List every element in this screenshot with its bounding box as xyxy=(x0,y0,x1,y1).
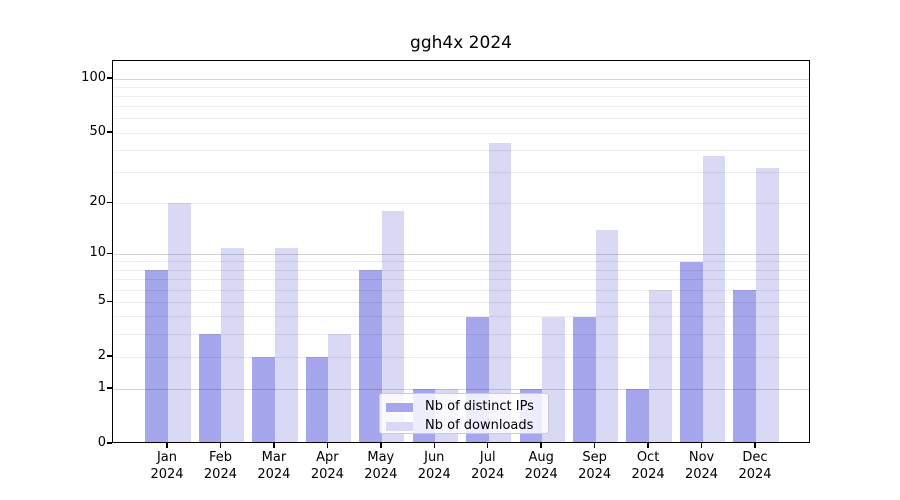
x-tick-label-may: May 2024 xyxy=(364,450,398,482)
grid-layer xyxy=(113,61,809,442)
bar-apr-distinct-ips xyxy=(305,357,329,442)
y-tick-5 xyxy=(107,300,112,303)
bar-sep-downloads xyxy=(595,229,619,442)
y-tick-label-20: 20 xyxy=(89,194,106,210)
gridline-y-1 xyxy=(113,388,809,390)
bar-nov-distinct-ips xyxy=(679,261,703,442)
y-tick-label-2: 2 xyxy=(97,348,106,364)
x-tick-label-aug: Aug 2024 xyxy=(524,450,558,482)
legend-item-downloads: Nb of downloads xyxy=(386,418,542,434)
chart-title: ggh4x 2024 xyxy=(410,33,512,53)
y-tick-20 xyxy=(107,201,112,203)
gridline-y-80 xyxy=(113,96,809,98)
gridline-y-6 xyxy=(113,289,809,291)
y-tick-2 xyxy=(107,355,112,357)
bar-mar-downloads xyxy=(274,247,298,442)
bar-jan-downloads xyxy=(168,203,191,442)
gridline-y-8 xyxy=(113,269,809,271)
bar-dec-distinct-ips xyxy=(733,290,756,442)
gridline-y-2 xyxy=(113,356,809,358)
x-tick-label-jan: Jan 2024 xyxy=(150,450,184,482)
gridline-y-4 xyxy=(113,316,809,318)
x-tick-label-mar: Mar 2024 xyxy=(257,450,291,482)
gridline-y-90 xyxy=(113,86,809,88)
bar-may-downloads xyxy=(381,211,405,442)
gridline-y-5 xyxy=(113,301,809,303)
x-tick-jul xyxy=(487,443,489,448)
gridline-y-10 xyxy=(113,253,809,256)
gridline-y-30 xyxy=(113,171,809,173)
y-tick-label-0: 0 xyxy=(97,435,106,450)
x-tick-label-apr: Apr 2024 xyxy=(310,450,344,482)
x-tick-label-dec: Dec 2024 xyxy=(738,450,772,482)
bar-feb-downloads xyxy=(221,247,245,442)
gridline-y-20 xyxy=(113,202,809,204)
x-tick-label-feb: Feb 2024 xyxy=(203,450,237,482)
bar-jan-distinct-ips xyxy=(145,270,168,442)
bar-may-distinct-ips xyxy=(359,270,382,442)
legend-label-distinct-ips: Nb of distinct IPs xyxy=(425,399,534,414)
x-tick-mar xyxy=(273,443,275,448)
x-tick-sep xyxy=(593,443,596,448)
gridline-y-40 xyxy=(113,149,809,151)
y-tick-50 xyxy=(107,131,112,133)
x-tick-nov xyxy=(700,443,703,448)
x-tick-feb xyxy=(219,443,222,448)
bar-dec-downloads xyxy=(756,167,779,442)
x-tick-jun xyxy=(433,443,435,448)
gridline-y-9 xyxy=(113,261,809,263)
x-tick-aug xyxy=(540,443,542,448)
x-tick-label-jul: Jul 2024 xyxy=(471,450,505,482)
x-tick-may xyxy=(380,443,382,448)
x-tick-label-nov: Nov 2024 xyxy=(684,450,719,482)
plot-area: Nb of distinct IPs Nb of downloads xyxy=(112,60,810,443)
y-tick-label-10: 10 xyxy=(89,245,106,261)
x-tick-oct xyxy=(647,443,649,448)
bar-nov-downloads xyxy=(702,156,726,442)
gridline-y-70 xyxy=(113,106,809,108)
bar-oct-downloads xyxy=(649,290,672,442)
legend: Nb of distinct IPs Nb of downloads xyxy=(379,393,549,434)
bar-jul-downloads xyxy=(488,143,512,442)
gridline-y-50 xyxy=(113,132,809,134)
x-tick-label-jun: Jun 2024 xyxy=(417,450,451,482)
y-tick-label-50: 50 xyxy=(89,124,106,140)
bar-apr-downloads xyxy=(328,334,351,442)
bar-oct-distinct-ips xyxy=(626,389,650,442)
y-tick-1 xyxy=(107,387,112,389)
legend-item-distinct-ips: Nb of distinct IPs xyxy=(386,399,542,415)
bar-sep-distinct-ips xyxy=(573,316,596,442)
gridline-y-100 xyxy=(113,78,809,80)
y-tick-0 xyxy=(107,442,112,444)
legend-swatch-distinct-ips xyxy=(386,402,413,412)
x-tick-apr xyxy=(326,443,329,448)
bar-feb-distinct-ips xyxy=(198,334,222,442)
y-tick-label-5: 5 xyxy=(97,293,106,309)
legend-label-downloads: Nb of downloads xyxy=(425,418,534,433)
gridline-y-60 xyxy=(113,118,809,120)
x-tick-dec xyxy=(754,443,756,448)
legend-swatch-downloads xyxy=(386,421,413,431)
y-tick-10 xyxy=(107,252,112,255)
bar-mar-distinct-ips xyxy=(252,357,275,442)
x-tick-label-oct: Oct 2024 xyxy=(631,450,665,482)
y-tick-label-100: 100 xyxy=(81,70,106,86)
gridline-y-7 xyxy=(113,279,809,281)
gridline-y-3 xyxy=(113,333,809,335)
y-tick-100 xyxy=(107,77,112,79)
y-tick-label-1: 1 xyxy=(97,380,106,396)
x-tick-label-sep: Sep 2024 xyxy=(578,450,612,482)
x-tick-jan xyxy=(166,443,168,448)
